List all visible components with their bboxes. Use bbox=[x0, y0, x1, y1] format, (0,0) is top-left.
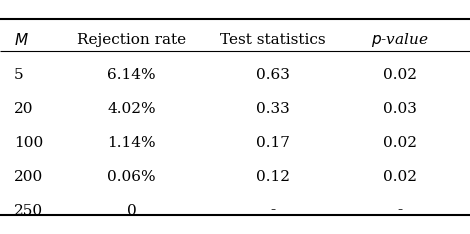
Text: 4.02%: 4.02% bbox=[107, 102, 156, 116]
Text: 0.63: 0.63 bbox=[256, 68, 290, 82]
Text: 0.02: 0.02 bbox=[383, 170, 416, 184]
Text: 0.17: 0.17 bbox=[256, 136, 290, 150]
Text: 0.12: 0.12 bbox=[256, 170, 290, 184]
Text: 0.06%: 0.06% bbox=[107, 170, 156, 184]
Text: Rejection rate: Rejection rate bbox=[77, 33, 186, 47]
Text: 0: 0 bbox=[127, 204, 136, 218]
Text: $p$-value: $p$-value bbox=[371, 31, 428, 49]
Text: -: - bbox=[270, 204, 275, 218]
Text: 100: 100 bbox=[14, 136, 43, 150]
Text: -: - bbox=[397, 204, 402, 218]
Text: Test statistics: Test statistics bbox=[220, 33, 325, 47]
Text: 200: 200 bbox=[14, 170, 43, 184]
Text: $M$: $M$ bbox=[14, 32, 29, 48]
Text: 0.33: 0.33 bbox=[256, 102, 290, 116]
Text: 250: 250 bbox=[14, 204, 43, 218]
Text: 5: 5 bbox=[14, 68, 24, 82]
Text: 1.14%: 1.14% bbox=[107, 136, 156, 150]
Text: 0.03: 0.03 bbox=[383, 102, 416, 116]
Text: 20: 20 bbox=[14, 102, 33, 116]
Text: 6.14%: 6.14% bbox=[107, 68, 156, 82]
Text: 0.02: 0.02 bbox=[383, 68, 416, 82]
Text: 0.02: 0.02 bbox=[383, 136, 416, 150]
